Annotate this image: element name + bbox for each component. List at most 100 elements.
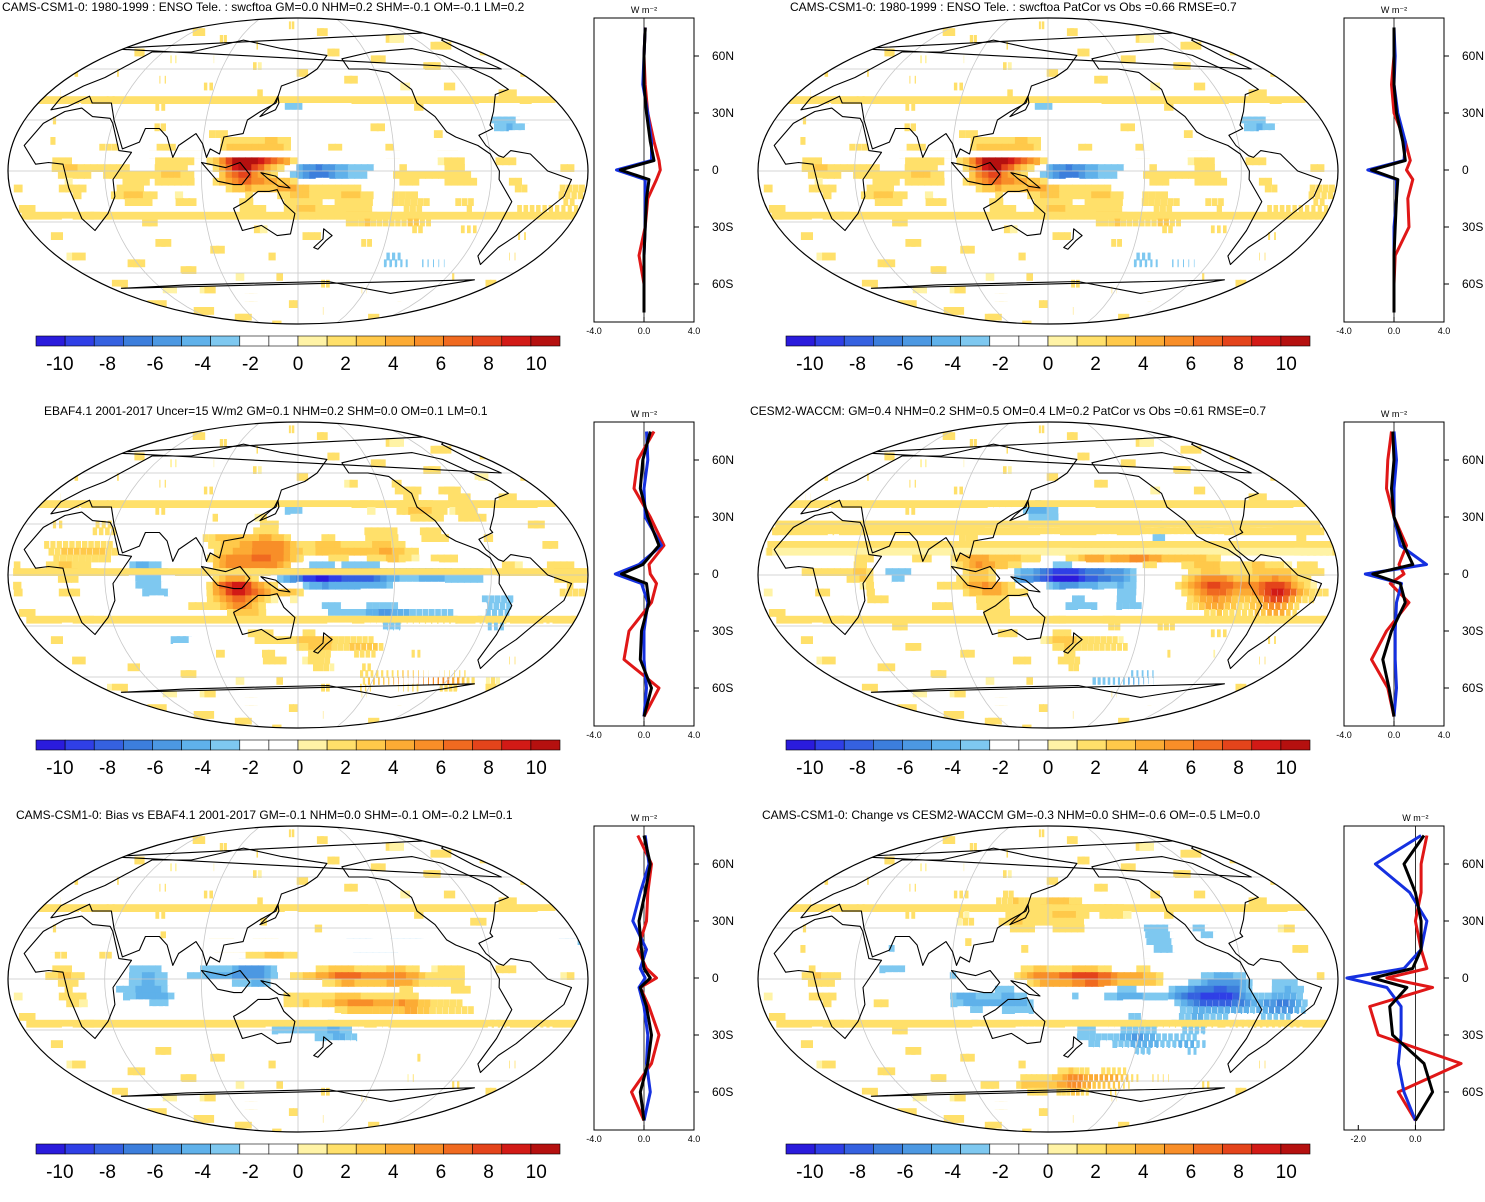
field-cell: [445, 623, 450, 631]
field-cell: [344, 918, 352, 926]
field-cell: [1001, 582, 1009, 590]
field-cell: [828, 534, 833, 542]
field-cell: [285, 507, 292, 515]
field-cell: [328, 1013, 335, 1021]
field-cell: [1088, 507, 1096, 515]
field-cell: [387, 582, 394, 590]
zonal-x-label: 4.0: [688, 326, 701, 336]
field-cell: [438, 663, 439, 671]
field-cell: [840, 650, 852, 658]
field-cell: [392, 253, 395, 261]
field-cell: [366, 1006, 373, 1014]
field-cell: [451, 178, 458, 186]
field-cell: [1073, 711, 1074, 719]
field-cell: [328, 534, 336, 542]
field-cell: [1034, 123, 1041, 131]
field-cell: [1162, 191, 1169, 199]
field-cell: [196, 657, 206, 665]
field-cell: [1149, 178, 1156, 186]
field-cell: [1241, 239, 1243, 247]
field-cell: [1265, 253, 1266, 261]
colorbar-label: 10: [1276, 354, 1297, 375]
colorbar-swatch: [1048, 336, 1077, 346]
field-cell: [265, 952, 272, 960]
field-cell: [801, 232, 813, 240]
field-cell: [1078, 191, 1085, 199]
field-cell: [400, 629, 405, 637]
field-cell: [1274, 636, 1276, 644]
colorbar-label: 2: [1090, 758, 1101, 779]
field-cell: [1188, 663, 1189, 671]
field-cell: [346, 219, 352, 227]
field-cell: [467, 225, 471, 233]
zonal-x-label: 4.0: [1438, 326, 1451, 336]
field-cell: [508, 157, 516, 165]
field-cell: [509, 1061, 510, 1069]
field-cell: [213, 979, 221, 987]
colorbar-swatch: [815, 740, 844, 750]
field-cell: [328, 555, 336, 563]
field-cell: [259, 541, 266, 549]
field-cell: [1047, 473, 1053, 481]
field-cell: [828, 185, 837, 193]
field-cell: [72, 253, 86, 261]
field-cell: [193, 979, 201, 987]
field-cell: [293, 704, 298, 712]
field-cell: [406, 314, 425, 322]
field-cell: [1310, 582, 1317, 590]
field-cell: [290, 993, 297, 1001]
field-cell: [129, 965, 136, 973]
field-cell: [856, 55, 862, 63]
field-cell: [366, 205, 372, 213]
field-cell: [1194, 487, 1205, 495]
field-cell: [425, 171, 432, 179]
field-cell: [343, 246, 348, 254]
field-cell: [26, 616, 577, 624]
field-cell: [1043, 300, 1048, 308]
field-cell: [383, 1027, 389, 1035]
field-cell: [1211, 629, 1215, 637]
zonal-x-label: 0.0: [638, 730, 651, 740]
field-cell: [321, 1027, 328, 1035]
field-cell: [911, 507, 915, 515]
field-cell: [297, 1027, 304, 1035]
field-cell: [310, 718, 311, 726]
field-cell: [213, 965, 220, 973]
field-cell: [412, 178, 419, 186]
field-cell: [1058, 657, 1064, 665]
field-cell: [392, 1061, 395, 1069]
field-cell: [120, 1013, 129, 1021]
field-cell: [1136, 589, 1143, 597]
field-cell: [1015, 287, 1022, 295]
field-cell: [390, 534, 398, 542]
field-cell: [316, 582, 323, 590]
field-cell: [377, 623, 383, 631]
field-cell: [354, 650, 359, 658]
field-cell: [394, 629, 399, 637]
colorbar-swatch: [932, 740, 961, 750]
field-cell: [1271, 185, 1277, 193]
field-cell: [350, 110, 358, 118]
field-cell: [494, 602, 500, 610]
field-cell: [414, 623, 419, 631]
field-cell: [1130, 589, 1137, 597]
field-cell: [219, 575, 227, 583]
field-cell: [65, 965, 72, 973]
field-cell: [65, 178, 73, 186]
field-cell: [1117, 582, 1124, 590]
field-cell: [322, 993, 329, 1001]
field-cell: [1000, 507, 1006, 515]
field-cell: [329, 561, 337, 569]
field-cell: [220, 35, 223, 43]
field-cell: [1139, 843, 1154, 851]
field-cell: [170, 459, 172, 467]
field-cell: [538, 1006, 543, 1014]
field-cell: [290, 589, 297, 597]
field-cell: [506, 1027, 510, 1035]
field-cell: [129, 514, 133, 522]
field-cell: [220, 439, 223, 447]
field-cell: [951, 42, 954, 50]
colorbar-swatch: [356, 740, 385, 750]
field-cell: [463, 931, 472, 939]
field-cell: [446, 636, 450, 644]
